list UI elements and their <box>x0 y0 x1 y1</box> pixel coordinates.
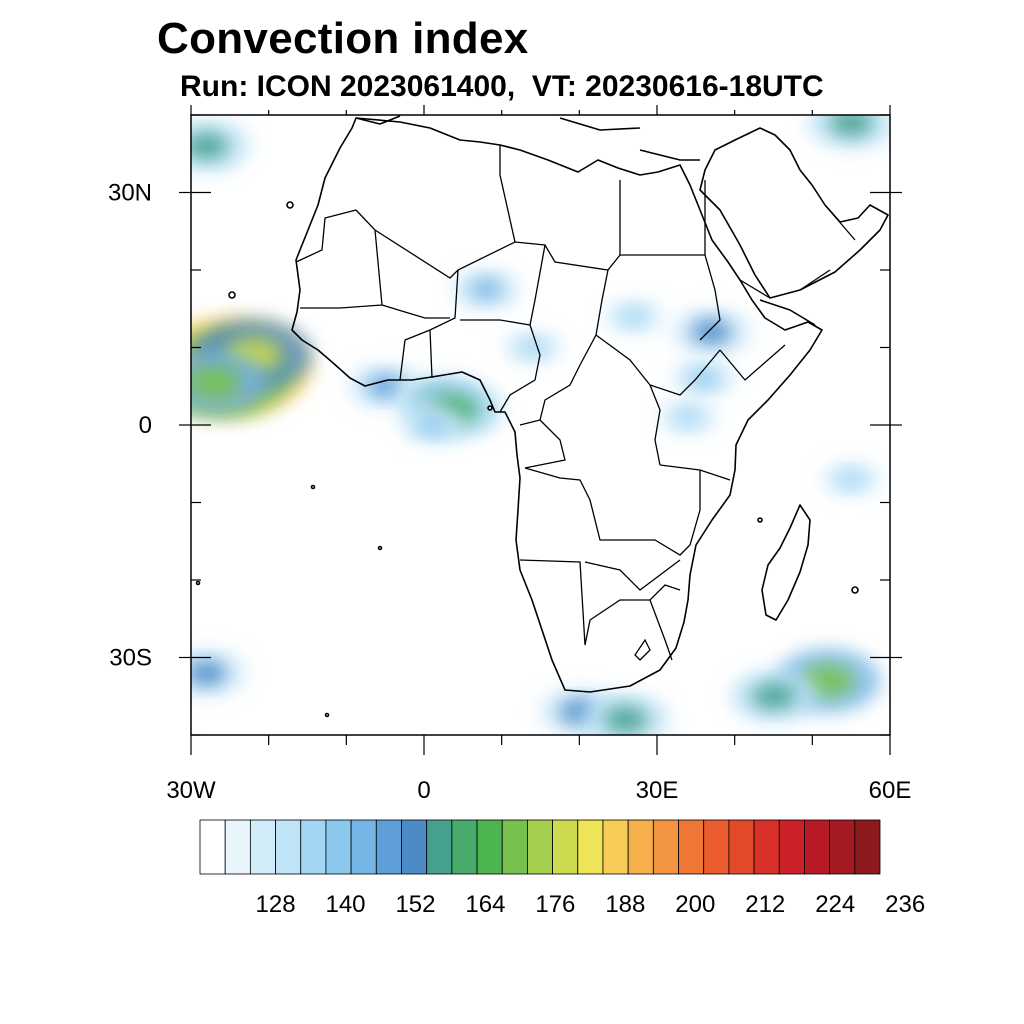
axis-ticks <box>179 105 902 755</box>
colorbar-swatch <box>602 819 629 875</box>
madagascar-coastline <box>761 504 811 621</box>
colorbar-swatch <box>375 819 402 875</box>
colorbar-swatch <box>854 819 881 875</box>
mediterranean-coast <box>355 115 700 161</box>
country-borders <box>295 145 856 661</box>
colorbar-swatch <box>350 819 377 875</box>
field-patch-core <box>468 278 504 301</box>
colorbar-swatch <box>652 819 679 875</box>
colorbar-swatch <box>476 819 503 875</box>
colorbar-swatch <box>224 819 251 875</box>
arabia-coastline <box>699 127 889 299</box>
colorbar-swatch <box>501 819 528 875</box>
lon-label: 0 <box>417 777 430 804</box>
colorbar-swatch <box>451 819 478 875</box>
coastlines <box>195 115 889 718</box>
colorbar-swatch <box>300 819 327 875</box>
chart-title: Convection index <box>157 14 529 63</box>
colorbar-label: 140 <box>325 891 365 918</box>
africa-coastline <box>291 117 823 693</box>
colorbar-swatch <box>728 819 755 875</box>
plot-frame <box>190 114 891 736</box>
colorbar-label: 224 <box>815 891 855 918</box>
colorbar-swatch <box>678 819 705 875</box>
field-patch-core <box>673 408 703 427</box>
field-patch-core <box>829 115 874 137</box>
colorbar-swatch <box>804 819 831 875</box>
field-patch-core <box>836 470 866 489</box>
colorbar-label: 236 <box>885 891 925 918</box>
colorbar-label: 212 <box>745 891 785 918</box>
field-patch-core <box>191 366 241 399</box>
colorbar-swatch <box>829 819 856 875</box>
colorbar-swatch <box>577 819 604 875</box>
run-subtitle: Run: ICON 2023061400, VT: 20230616-18UTC <box>180 70 824 103</box>
field-patch-core <box>191 660 228 686</box>
colorbar-swatch <box>627 819 654 875</box>
colorbar-label: 152 <box>395 891 435 918</box>
colorbar-swatch <box>753 819 780 875</box>
lat-label: 30N <box>108 180 152 207</box>
colorbar-label: 164 <box>465 891 505 918</box>
colorbar-swatch <box>199 819 226 875</box>
colorbar-swatch <box>249 819 276 875</box>
lat-label: 30S <box>109 645 152 672</box>
latitude-labels: 30N 0 30S <box>108 180 152 672</box>
colorbar-label: 176 <box>535 891 575 918</box>
field-patch-core <box>517 338 548 357</box>
field-patch-core <box>751 682 796 710</box>
colorbar-swatch <box>275 819 302 875</box>
colorbar <box>199 819 881 875</box>
field-patch-core <box>603 706 648 733</box>
colorbar-swatch <box>778 819 805 875</box>
lat-label: 0 <box>139 412 152 439</box>
field-patch-core <box>687 368 720 389</box>
colorbar-label: 200 <box>675 891 715 918</box>
colorbar-labels: 128 140 152 164 176 188 200 212 224 236 <box>256 891 926 918</box>
colorbar-swatch <box>401 819 428 875</box>
lon-label: 60E <box>869 777 912 804</box>
colorbar-swatch <box>703 819 730 875</box>
convection-field <box>191 115 890 735</box>
colorbar-swatch <box>552 819 579 875</box>
longitude-labels: 30W 0 30E 60E <box>166 777 911 804</box>
colorbar-swatch <box>426 819 453 875</box>
colorbar-label: 128 <box>256 891 296 918</box>
colorbar-swatch <box>325 819 352 875</box>
lon-label: 30W <box>166 777 216 804</box>
colorbar-label: 188 <box>605 891 645 918</box>
field-patch-core <box>618 307 649 326</box>
lon-label: 30E <box>636 777 679 804</box>
field-patch-core <box>690 319 732 345</box>
colorbar-swatch <box>527 819 553 875</box>
field-patch-core <box>191 132 229 160</box>
field-patch-core <box>415 415 448 435</box>
